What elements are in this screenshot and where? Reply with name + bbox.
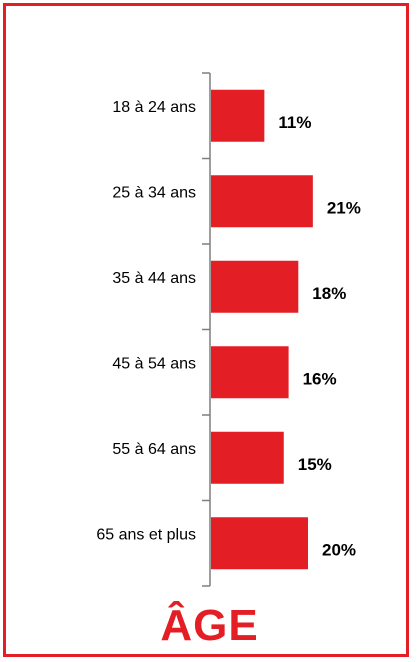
chart-frame — [3, 3, 409, 657]
category-label: 65 ans et plus — [96, 526, 196, 543]
bar — [211, 89, 265, 142]
labels: 18 à 24 ans 11% 25 à 34 ans 21% 35 à 44 ans 1… — [96, 99, 361, 560]
category-label: 45 à 54 ans — [112, 355, 196, 372]
bar — [211, 260, 299, 313]
category-label: 35 à 44 ans — [112, 270, 196, 287]
bar — [211, 346, 289, 399]
data-label: 21% — [327, 198, 361, 217]
y-axis — [202, 72, 211, 587]
data-label: 11% — [278, 113, 311, 132]
chart-title: ÂGE — [160, 601, 259, 650]
bar — [211, 175, 313, 228]
bar — [211, 517, 308, 570]
data-label: 18% — [312, 284, 346, 303]
category-label: 18 à 24 ans — [112, 99, 196, 116]
bars — [211, 89, 313, 570]
bar — [211, 431, 284, 484]
category-label: 25 à 34 ans — [112, 184, 196, 201]
data-label: 16% — [303, 369, 337, 388]
data-label: 15% — [298, 455, 332, 474]
data-label: 20% — [322, 540, 356, 559]
category-label: 55 à 64 ans — [112, 441, 196, 458]
